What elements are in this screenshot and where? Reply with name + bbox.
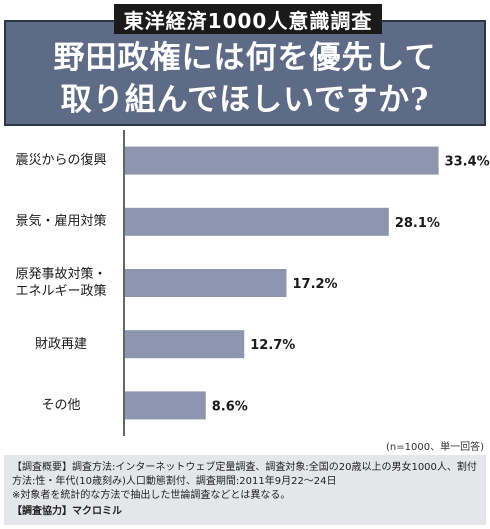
- chart-title-line-2: 取り組んでほしいですか?: [60, 82, 430, 118]
- bar-0: [125, 146, 439, 175]
- value-label-1: 28.1%: [395, 216, 440, 231]
- footnote-box: 【調査概要】調査方法:インターネットウェブ定量調査、調査対象:全国の20歳以上の…: [4, 455, 486, 525]
- value-label-3: 12.7%: [250, 338, 295, 353]
- bar-3: [125, 330, 245, 359]
- category-label-2: 原発事故対策・ エネルギー政策: [15, 267, 107, 299]
- footnote-line-3: ※対象者を統計的な方法で抽出した世論調査などとは異なる。: [12, 490, 291, 501]
- sample-note: (n=1000、単一回答): [386, 442, 484, 453]
- category-label-3: 財政再建: [34, 336, 87, 352]
- value-label-4: 8.6%: [212, 399, 248, 414]
- footnote-line-1: 【調査概要】調査方法:インターネットウェブ定量調査、調査対象:全国の20歳以上の…: [12, 462, 477, 473]
- bar-chart-canvas: 33.4% 28.1% 17.2% 12.7% 8.6%: [123, 130, 490, 436]
- category-label-4: その他: [41, 397, 81, 413]
- footnote-line-2: 方法:性・年代(10歳刻み)人口動態割付、調査期間:2011年9月22〜24日: [12, 476, 337, 487]
- bar-1: [125, 207, 389, 236]
- bar-chart: 33.4% 28.1% 17.2% 12.7% 8.6% 震災からの復興 景気・雇用対策原…: [0, 126, 490, 446]
- title-panel: 野田政権には何を優先して 取り組んでほしいですか?: [4, 20, 486, 126]
- chart-title-line-1: 野田政権には何を優先して: [53, 40, 437, 76]
- value-label-2: 17.2%: [292, 277, 337, 292]
- category-label-1: 景気・雇用対策: [15, 214, 107, 230]
- value-label-0: 33.4%: [445, 155, 490, 170]
- category-label-0: 震災からの復興: [15, 153, 107, 169]
- footnote-credit: 【調査協力】マクロミル: [12, 506, 122, 517]
- bar-2: [125, 269, 287, 297]
- survey-tag: 東洋経済1000人意識調査: [114, 4, 382, 34]
- bar-4: [125, 391, 206, 420]
